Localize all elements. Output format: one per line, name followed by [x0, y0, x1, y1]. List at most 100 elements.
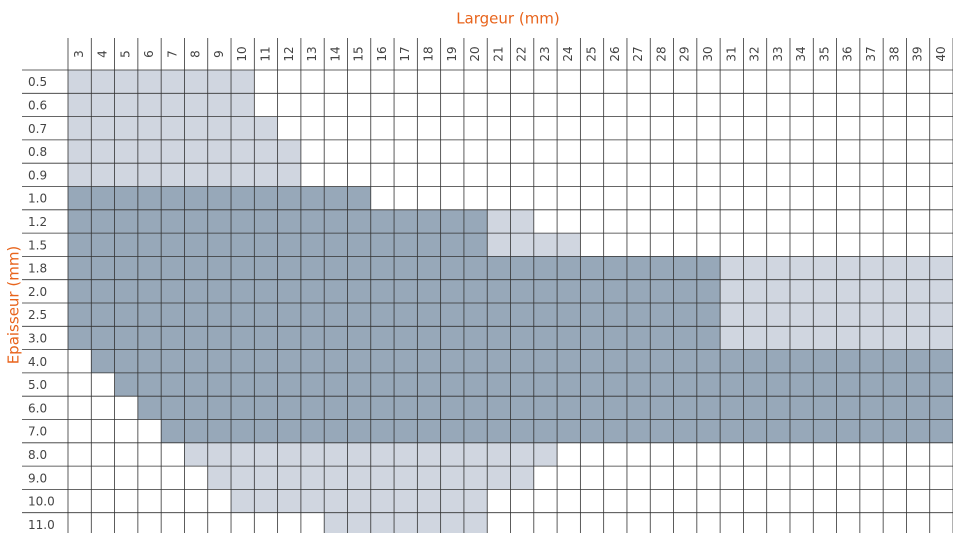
cell [324, 466, 348, 490]
cell [557, 489, 581, 513]
cell [91, 93, 115, 117]
cell [487, 349, 511, 373]
cell [789, 116, 814, 140]
cell [161, 303, 185, 327]
cell [231, 466, 255, 490]
cell [580, 396, 604, 420]
cell [883, 489, 907, 513]
cell [533, 209, 558, 234]
cell [650, 442, 674, 467]
cell [650, 489, 674, 513]
cell [277, 116, 301, 140]
cell [813, 70, 837, 94]
cell [114, 209, 138, 234]
cell [836, 303, 860, 327]
column-label: 35 [817, 46, 831, 61]
cell [463, 489, 488, 513]
cell [370, 186, 395, 210]
cell [91, 466, 115, 490]
column-label: 29 [678, 46, 692, 61]
column-label: 15 [352, 46, 366, 61]
cell [650, 372, 674, 397]
cell [417, 93, 441, 117]
cell [580, 209, 604, 234]
cell [533, 419, 558, 443]
cell [91, 139, 115, 164]
cell [789, 70, 814, 94]
cell [347, 209, 371, 234]
cell [883, 233, 907, 257]
cell [859, 163, 884, 187]
cell [603, 349, 627, 373]
cell [766, 139, 790, 164]
cell [394, 233, 418, 257]
column-label: 30 [701, 46, 715, 61]
cell [394, 93, 418, 117]
cell [743, 489, 767, 513]
cell [859, 349, 884, 373]
cell [883, 303, 907, 327]
cell [929, 163, 953, 187]
cell [370, 209, 395, 234]
row-label: 4.0 [28, 355, 47, 369]
cell [347, 116, 371, 140]
cell [533, 512, 558, 533]
cell [68, 116, 92, 140]
cell [603, 186, 627, 210]
cell [789, 512, 814, 533]
cell [580, 489, 604, 513]
cell [91, 419, 115, 443]
cell [91, 256, 115, 280]
cell [673, 256, 697, 280]
cell [813, 163, 837, 187]
cell [883, 70, 907, 94]
cell [929, 372, 953, 397]
cell [184, 372, 208, 397]
cell [626, 372, 651, 397]
cell [906, 303, 930, 327]
cell [557, 466, 581, 490]
cell [580, 419, 604, 443]
column-label: 8 [189, 50, 203, 58]
cell [417, 419, 441, 443]
cell [789, 186, 814, 210]
cell [673, 163, 697, 187]
row-label: 0.8 [28, 145, 47, 159]
cell [324, 303, 348, 327]
cell [347, 349, 371, 373]
cell [231, 93, 255, 117]
cell [813, 396, 837, 420]
cell [533, 442, 558, 467]
cell [580, 512, 604, 533]
cell [463, 70, 488, 94]
column-label: 12 [282, 46, 296, 61]
cell [673, 186, 697, 210]
cell [370, 70, 395, 94]
column-label: 25 [585, 46, 599, 61]
cell [789, 139, 814, 164]
cell [766, 116, 790, 140]
cell [650, 70, 674, 94]
cell [650, 163, 674, 187]
cell [696, 419, 721, 443]
cell [207, 512, 232, 533]
cell [557, 396, 581, 420]
cell [137, 396, 162, 420]
cell [929, 70, 953, 94]
cell [929, 256, 953, 280]
cell [557, 163, 581, 187]
cell [487, 466, 511, 490]
cell [231, 489, 255, 513]
cell [231, 256, 255, 280]
cell [370, 163, 395, 187]
cell [394, 163, 418, 187]
cell [603, 303, 627, 327]
cell [836, 396, 860, 420]
cell [440, 93, 464, 117]
cell [487, 116, 511, 140]
cell [137, 233, 162, 257]
cell [161, 233, 185, 257]
cell [417, 163, 441, 187]
